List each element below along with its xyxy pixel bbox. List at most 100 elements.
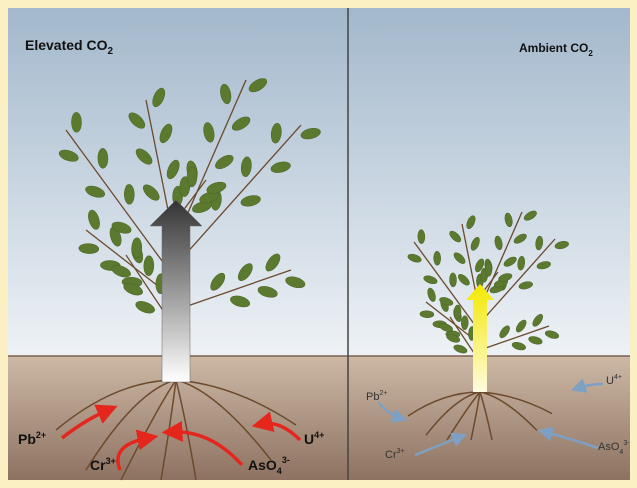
ion-label: U4+ [304,430,324,447]
leaf [536,261,551,270]
branch [65,129,177,281]
root [425,391,481,436]
leaf [199,191,220,204]
ion-label: Cr3+ [385,448,405,461]
leaf [504,212,513,228]
leaf [231,116,251,131]
leaf [453,304,462,320]
leaf [270,161,291,173]
leaf [453,344,468,354]
leaf [124,184,135,205]
panel-title: Ambient CO2 [519,41,593,58]
leaf [78,243,100,254]
root [407,391,481,417]
leaf [466,215,476,230]
panel-title: Elevated CO2 [25,37,113,57]
ion-label: AsO43- [248,455,290,476]
leaf [71,112,82,133]
root [479,391,553,415]
leaf [528,336,543,345]
leaf [85,185,105,198]
growth-arrow [466,284,494,392]
leaf [285,276,306,289]
ion-label: Pb2+ [18,430,46,447]
leaf [230,295,251,308]
leaf [203,122,215,143]
branch [175,269,292,311]
leaf [166,159,180,180]
leaf [532,314,543,327]
leaf [484,262,493,277]
root [175,379,197,481]
leaf [159,123,173,144]
root [85,379,177,471]
branch [175,124,302,266]
branch [479,238,556,324]
leaf [515,319,527,333]
root [175,379,272,461]
leaf [433,250,441,266]
growth-arrow [149,199,203,383]
leaf [240,156,252,177]
leaf [554,241,569,250]
leaf [439,297,454,306]
leaf [511,341,526,351]
leaf [143,255,155,277]
leaf [523,210,537,221]
branch [479,325,550,351]
plants [55,78,569,481]
leaf [192,201,212,213]
leaf [470,237,480,251]
leaf [453,252,466,264]
uptake-arrows [377,378,604,457]
leaf [407,253,422,263]
ion-label: Cr3+ [90,456,116,473]
ion-label: AsO43- [598,440,630,456]
leaf [499,325,510,339]
leaf [111,221,132,234]
ion-label: Pb2+ [366,390,387,403]
leaf [544,330,560,339]
branch [413,241,481,333]
leaf [237,263,253,281]
leaf [58,149,79,162]
root [120,379,177,481]
leaf [517,255,526,271]
leaf [88,209,100,230]
root [470,391,481,441]
leaf [186,166,198,188]
leaf [494,235,503,251]
leaf [215,155,234,169]
leaf [240,195,261,207]
leaf [461,315,469,331]
leaf [257,286,278,298]
leaf [111,265,131,278]
leaf [152,87,166,108]
leaf [131,237,143,259]
leaf [458,274,470,286]
leaf [128,112,146,129]
leaf [248,78,268,93]
leaf [142,184,160,201]
root [479,391,538,431]
ion-label: U4+ [606,374,622,387]
uptake-arrows [60,404,302,471]
leaf [417,229,426,244]
leaf [475,258,485,273]
leaf [498,273,513,282]
leaf [535,235,544,251]
leaf [135,301,155,314]
leaf [439,323,453,332]
leaf [270,122,282,144]
leaf [97,148,109,169]
leaf [210,272,226,291]
leaf [518,281,533,290]
leaf [449,272,457,288]
leaf [423,275,438,285]
root [479,391,493,441]
leaf [503,256,517,267]
leaf [265,253,281,272]
leaf [419,310,435,318]
leaf [123,283,143,296]
